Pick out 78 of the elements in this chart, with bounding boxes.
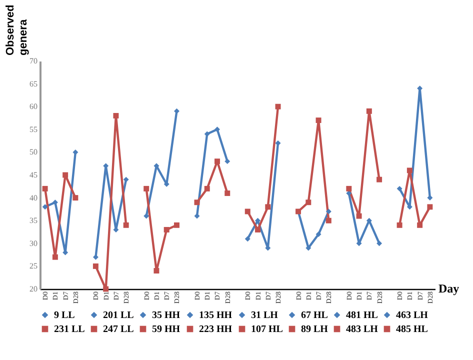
point bbox=[214, 126, 220, 132]
legend-label: 35 HH bbox=[152, 310, 180, 321]
point bbox=[52, 254, 58, 260]
point bbox=[174, 222, 180, 228]
point bbox=[123, 176, 129, 182]
point bbox=[346, 190, 352, 196]
point bbox=[72, 149, 78, 155]
point bbox=[316, 232, 322, 238]
point bbox=[144, 213, 150, 219]
point bbox=[366, 218, 372, 224]
legend-label: 463 LH bbox=[396, 310, 428, 321]
point bbox=[376, 176, 382, 182]
point bbox=[204, 186, 210, 192]
y-tick-label: 60 bbox=[30, 102, 38, 112]
legend-label: 31 LH bbox=[251, 310, 278, 321]
point bbox=[326, 208, 332, 214]
point bbox=[265, 204, 271, 210]
legend-label: 89 LH bbox=[301, 324, 328, 335]
y-tick-label: 40 bbox=[30, 193, 38, 202]
point bbox=[316, 118, 322, 124]
legend-label: 9 LL bbox=[54, 310, 76, 321]
point bbox=[224, 158, 230, 164]
point bbox=[72, 195, 78, 201]
legend-label: 485 HL bbox=[396, 324, 428, 335]
point bbox=[326, 218, 332, 224]
y-tick-label: 35 bbox=[30, 216, 38, 226]
x-axis-title: Day bbox=[438, 282, 460, 296]
y-tick-label: 55 bbox=[30, 124, 38, 134]
point bbox=[376, 240, 382, 246]
point bbox=[396, 222, 402, 228]
point bbox=[244, 236, 250, 242]
point bbox=[406, 168, 412, 174]
point bbox=[255, 226, 260, 232]
point bbox=[224, 190, 230, 196]
y-tick-label: 25 bbox=[30, 262, 38, 271]
point bbox=[275, 104, 281, 110]
point bbox=[427, 195, 433, 201]
legend-label: 247 LL bbox=[103, 324, 134, 335]
point bbox=[194, 200, 200, 206]
point bbox=[154, 268, 160, 274]
y-tick-label: 65 bbox=[30, 79, 38, 88]
point bbox=[144, 186, 150, 192]
point bbox=[164, 226, 170, 232]
point bbox=[113, 112, 119, 118]
point bbox=[427, 204, 433, 210]
legend-label: 483 LH bbox=[346, 324, 378, 335]
legend-label: 107 HL bbox=[251, 324, 284, 335]
point bbox=[275, 140, 281, 146]
point bbox=[396, 186, 402, 192]
y-tick-label: 20 bbox=[30, 284, 38, 294]
point bbox=[255, 218, 260, 224]
point bbox=[123, 222, 129, 228]
point bbox=[306, 200, 312, 206]
point bbox=[417, 222, 423, 228]
y-tick-label: 50 bbox=[30, 148, 38, 157]
point bbox=[356, 213, 362, 219]
point bbox=[42, 204, 48, 210]
point bbox=[204, 131, 210, 137]
y-tick-label: 30 bbox=[30, 238, 38, 248]
y-tick-label: 70 bbox=[30, 56, 38, 66]
point bbox=[366, 108, 372, 114]
legend-label: 201 LL bbox=[103, 310, 134, 321]
legend-label: 223 HH bbox=[199, 324, 232, 335]
legend-label: 135 HH bbox=[199, 310, 232, 321]
point bbox=[214, 158, 220, 164]
point bbox=[194, 213, 200, 219]
point bbox=[92, 263, 98, 269]
legend-label: 481 HL bbox=[346, 310, 378, 321]
point bbox=[62, 172, 68, 178]
point bbox=[346, 186, 352, 192]
y-axis-title: Observed genera bbox=[4, 4, 30, 56]
point bbox=[103, 286, 109, 292]
legend-label: 59 HH bbox=[152, 324, 180, 335]
point bbox=[244, 208, 250, 214]
y-tick-label: 45 bbox=[30, 170, 38, 180]
point bbox=[42, 186, 48, 192]
legend-label: 67 HL bbox=[301, 310, 328, 321]
legend-label: 231 LL bbox=[54, 324, 86, 335]
